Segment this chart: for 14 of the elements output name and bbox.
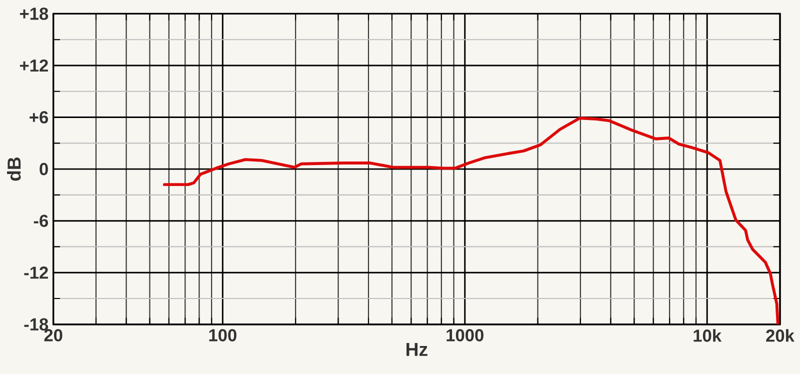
x-tick-label: 20 [44,329,62,342]
y-tick-label: -6 [34,214,48,227]
y-tick-label: -12 [24,266,48,279]
x-tick-label: 100 [209,329,236,342]
x-tick-label: 1000 [446,329,484,342]
y-tick-label: -18 [24,318,48,331]
y-tick-label: +12 [20,59,48,72]
y-tick-label: +18 [20,8,48,20]
y-tick-label: +6 [30,111,48,124]
y-tick-label: 0 [40,162,48,176]
x-axis-title: Hz [406,342,428,356]
x-tick-label: 20k [766,329,794,342]
y-axis-title: dB [7,157,21,181]
x-tick-label: 10k [694,329,722,342]
